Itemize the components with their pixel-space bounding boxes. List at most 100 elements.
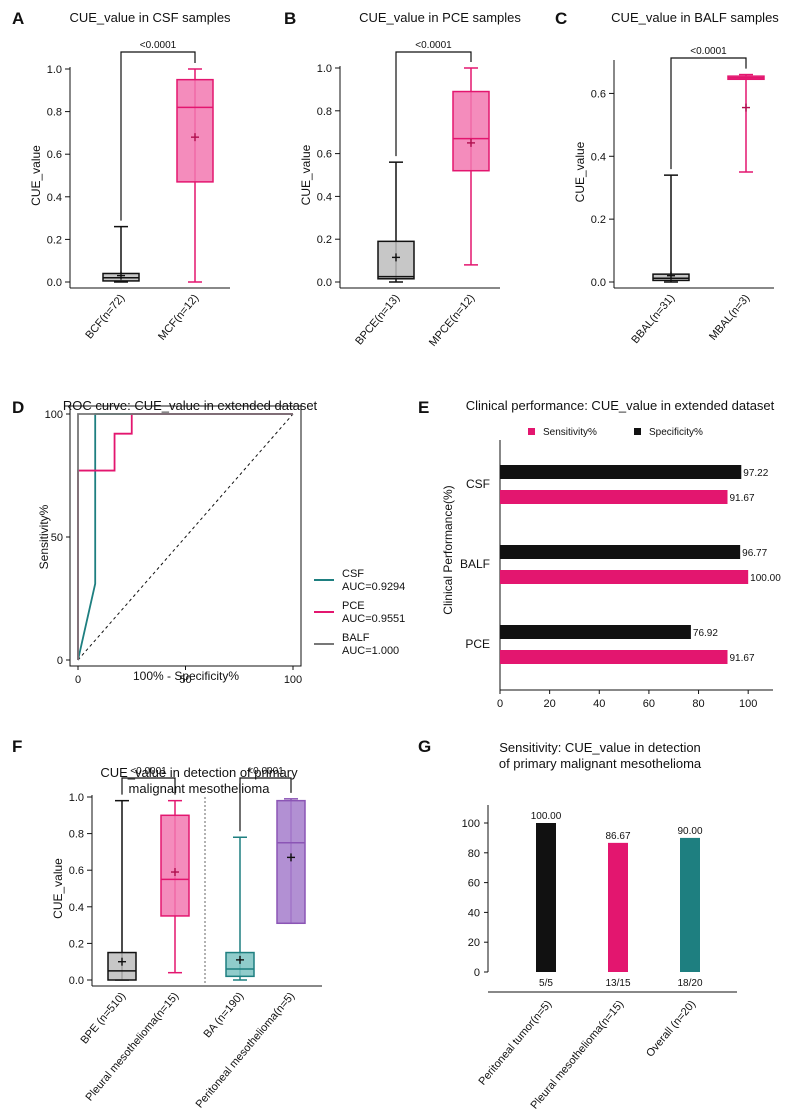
box [160, 814, 190, 917]
y-tick-label: 40 [468, 907, 480, 919]
bar-value-label: 90.00 [677, 826, 702, 837]
box [225, 951, 255, 978]
y-axis-label-group: Clinical Performance(%) [441, 485, 455, 614]
significance-bracket [239, 777, 292, 832]
y-axis-label: CUE_value [573, 141, 587, 202]
bar-value-label: 97.22 [743, 468, 768, 479]
y-tick-label: 80 [468, 848, 480, 860]
x-category-label-group: MPCE(n=12) [427, 292, 477, 349]
x-category-label-group: BCF(n=72) [83, 292, 127, 341]
y-tick-label: 0.4 [47, 192, 62, 204]
y-tick-label: 0.0 [317, 277, 332, 289]
x-category-label-group: BPE (n=510) [78, 990, 128, 1046]
bar-value-label: 96.77 [742, 548, 767, 559]
y-axis-label: CUE_value [299, 144, 313, 205]
panel-letter-G: G [418, 737, 431, 756]
legend-label: Sensitivity% [543, 427, 597, 438]
bar-specificity [500, 545, 741, 559]
y-tick-label: 100 [462, 818, 480, 830]
x-category-label: BA (n=190) [202, 990, 247, 1040]
y-tick-label: 0.8 [317, 106, 332, 118]
x-category-label-group: MCF(n=12) [156, 292, 201, 343]
x-tick-label: 0 [497, 698, 503, 710]
y-tick-label: 0.0 [47, 277, 62, 289]
y-tick-label: 0.4 [317, 191, 332, 203]
legend-auc: AUC=0.9294 [342, 581, 405, 593]
y-tick-label: 0.4 [69, 902, 84, 914]
x-tick-label: 100 [739, 698, 757, 710]
x-category-label: MCF(n=12) [156, 292, 201, 343]
p-value-label: <0.0001 [247, 766, 284, 777]
y-axis-label: CUE_value [29, 145, 43, 206]
bar-value-label: 100.00 [531, 811, 562, 822]
panel-letter-C: C [555, 9, 567, 28]
bar-value-label: 91.67 [730, 653, 755, 664]
category-label: BALF [460, 557, 490, 571]
x-category-label: MPCE(n=12) [427, 292, 477, 349]
x-tick-label: 60 [643, 698, 655, 710]
chart-title: CUE_value in detection of primary [100, 765, 298, 780]
chart-title: CUE_value in CSF samples [69, 10, 231, 25]
bar-count-label: 13/15 [605, 978, 630, 989]
y-tick-label: 0.6 [591, 88, 606, 100]
x-category-label: Peritoneal mesothelioma(n=5) [194, 990, 298, 1110]
x-tick-label: 0 [75, 674, 81, 686]
x-tick-label: 40 [593, 698, 605, 710]
y-tick-label: 0.6 [317, 149, 332, 161]
x-tick-label: 80 [692, 698, 704, 710]
bar [608, 842, 628, 972]
y-tick-label: 0.2 [591, 214, 606, 226]
chart-title: Clinical performance: CUE_value in exten… [466, 398, 775, 413]
y-tick-label: 0.6 [69, 865, 84, 877]
y-axis-label-group: CUE_value [299, 144, 313, 205]
bar-count-label: 5/5 [539, 978, 553, 989]
x-category-label-group: BBAL(n=31) [629, 292, 677, 346]
p-value-label: <0.0001 [690, 46, 727, 57]
x-tick-label: 100 [284, 674, 302, 686]
bar-value-label: 91.67 [730, 493, 755, 504]
panel-letter-B: B [284, 9, 296, 28]
box [276, 799, 306, 925]
panel-letter-F: F [12, 737, 22, 756]
plot-frame [69, 405, 302, 667]
y-tick-label: 0.2 [317, 234, 332, 246]
chart-title-line2: of primary malignant mesothelioma [499, 756, 702, 771]
x-category-label-group: Overall (n=20) [644, 998, 698, 1059]
x-category-label-group: Peritoneal tumor(n=5) [477, 998, 555, 1087]
y-tick-label: 0.2 [47, 234, 62, 246]
y-tick-label: 20 [468, 937, 480, 949]
x-category-label-group: Pleural mesothelioma(n=15) [83, 990, 181, 1103]
y-tick-label: 0.2 [69, 938, 84, 950]
bar [680, 837, 700, 972]
category-label: CSF [466, 477, 490, 491]
bar-value-label: 100.00 [750, 573, 781, 584]
bar-sensitivity [500, 490, 728, 504]
bar-specificity [500, 625, 691, 639]
legend-label: CSF [342, 568, 364, 580]
significance-bracket [121, 777, 176, 795]
x-category-label-group: BA (n=190) [202, 990, 247, 1040]
p-value-label: <0.0001 [140, 40, 177, 51]
y-tick-label: 0.6 [47, 149, 62, 161]
panel-letter-A: A [12, 9, 24, 28]
chart-title: CUE_value in BALF samples [611, 10, 779, 25]
y-tick-label: 1.0 [47, 64, 62, 76]
box [452, 90, 490, 172]
y-axis-label-group: CUE_value [573, 141, 587, 202]
x-tick-label: 50 [179, 674, 191, 686]
box [107, 951, 137, 981]
significance-bracket [670, 57, 747, 170]
y-tick-label: 50 [51, 532, 63, 544]
bar-value-label: 86.67 [605, 831, 630, 842]
panel-letter-E: E [418, 398, 429, 417]
p-value-label: <0.0001 [415, 40, 452, 51]
y-tick-label: 0.8 [69, 829, 84, 841]
p-value-label: <0.0001 [130, 766, 167, 777]
x-category-label: Pleural mesothelioma(n=15) [83, 990, 181, 1103]
x-tick-label: 20 [544, 698, 556, 710]
y-axis-label: Clinical Performance(%) [441, 485, 455, 614]
bar-sensitivity [500, 650, 728, 664]
y-tick-label: 0 [57, 655, 63, 667]
bar-sensitivity [500, 570, 749, 584]
